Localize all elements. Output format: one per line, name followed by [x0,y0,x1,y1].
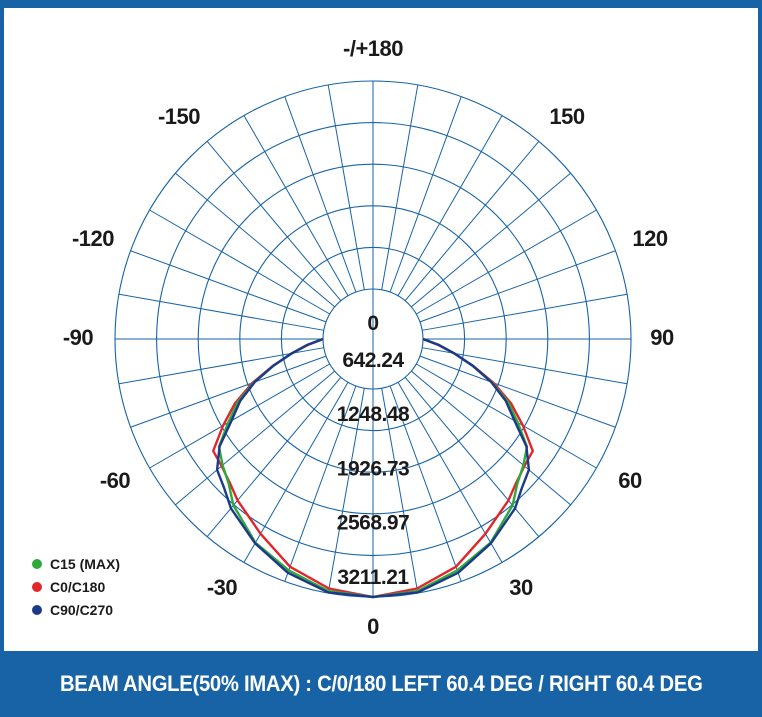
grid-spoke [149,209,330,315]
angle-label: -60 [100,468,131,493]
grid-spoke [404,376,540,537]
angle-label: 30 [509,575,533,600]
legend-swatch [32,604,42,615]
grid-spoke [149,363,330,469]
grid-spoke [243,115,349,296]
radial-label: 642.24 [342,349,404,372]
angle-label: -150 [158,104,200,129]
grid-spoke [397,115,503,296]
angle-label: -/+180 [343,36,403,61]
grid-spoke [175,172,336,308]
series-line-2 [215,337,531,599]
radial-label: 2568.97 [337,512,409,535]
grid-spoke [206,376,342,537]
legend-label: C15 (MAX) [50,555,121,572]
grid-spoke [118,293,324,331]
beam-angle-text: BEAM ANGLE(50% IMAX) : C/0/180 LEFT 60.4… [59,671,703,696]
grid-spoke [389,96,462,293]
angle-labels: -/+180 150 -150 120 -120 90 -90 60 -60 30 -30 0 [63,36,675,639]
angle-label: -30 [207,575,238,600]
grid-spoke [419,250,616,323]
radial-label: 0 [367,312,378,335]
grid-spoke [130,250,327,323]
angle-label: 90 [650,325,674,350]
grid-spoke [416,209,597,315]
grid-spoke [327,84,365,290]
grid-spoke [381,84,419,290]
polar-chart: 0642.241248.481926.732568.973211.21-/+18… [63,36,675,639]
radial-label: 1248.48 [337,403,410,426]
legend: C15 (MAX) C0/C180 C90/C270 [32,552,120,621]
angle-label: -120 [72,226,114,251]
grid-spoke [284,96,357,293]
series-group [212,337,534,599]
grid-spoke [327,388,365,594]
legend-item: C90/C270 [32,598,120,621]
angle-label: 60 [618,468,642,493]
grid-spoke [404,141,540,302]
legend-label: C90/C270 [50,601,114,618]
grid-spoke [243,382,349,563]
angle-label: 150 [549,104,584,129]
radial-labels: 0 642.24 1248.48 1926.73 2568.97 3211.21 [337,312,411,589]
grid-spoke [419,355,616,428]
angle-label: -90 [63,325,94,350]
grid-spoke [389,385,462,582]
grid-spoke [397,382,503,563]
legend-swatch [32,558,42,569]
grid-spoke [416,363,597,469]
grid-spoke [284,385,357,582]
legend-item: C0/C180 [32,575,120,598]
grid-spoke [206,141,342,302]
legend-item: C15 (MAX) [32,552,120,575]
angle-label: 0 [367,614,379,639]
radial-label: 3211.21 [337,566,409,589]
grid-spoke [381,388,419,594]
beam-angle-banner: BEAM ANGLE(50% IMAX) : C/0/180 LEFT 60.4… [0,651,762,717]
legend-swatch [32,581,42,592]
grid-spoke [422,293,628,331]
legend-label: C0/C180 [50,578,106,595]
angle-label: 120 [632,226,667,251]
grid-spoke [130,355,327,428]
top-strip [0,0,762,8]
radial-label: 1926.73 [337,457,409,480]
grid-spoke [410,370,571,506]
grid-spoke [175,370,336,506]
grid-spoke [410,172,571,308]
